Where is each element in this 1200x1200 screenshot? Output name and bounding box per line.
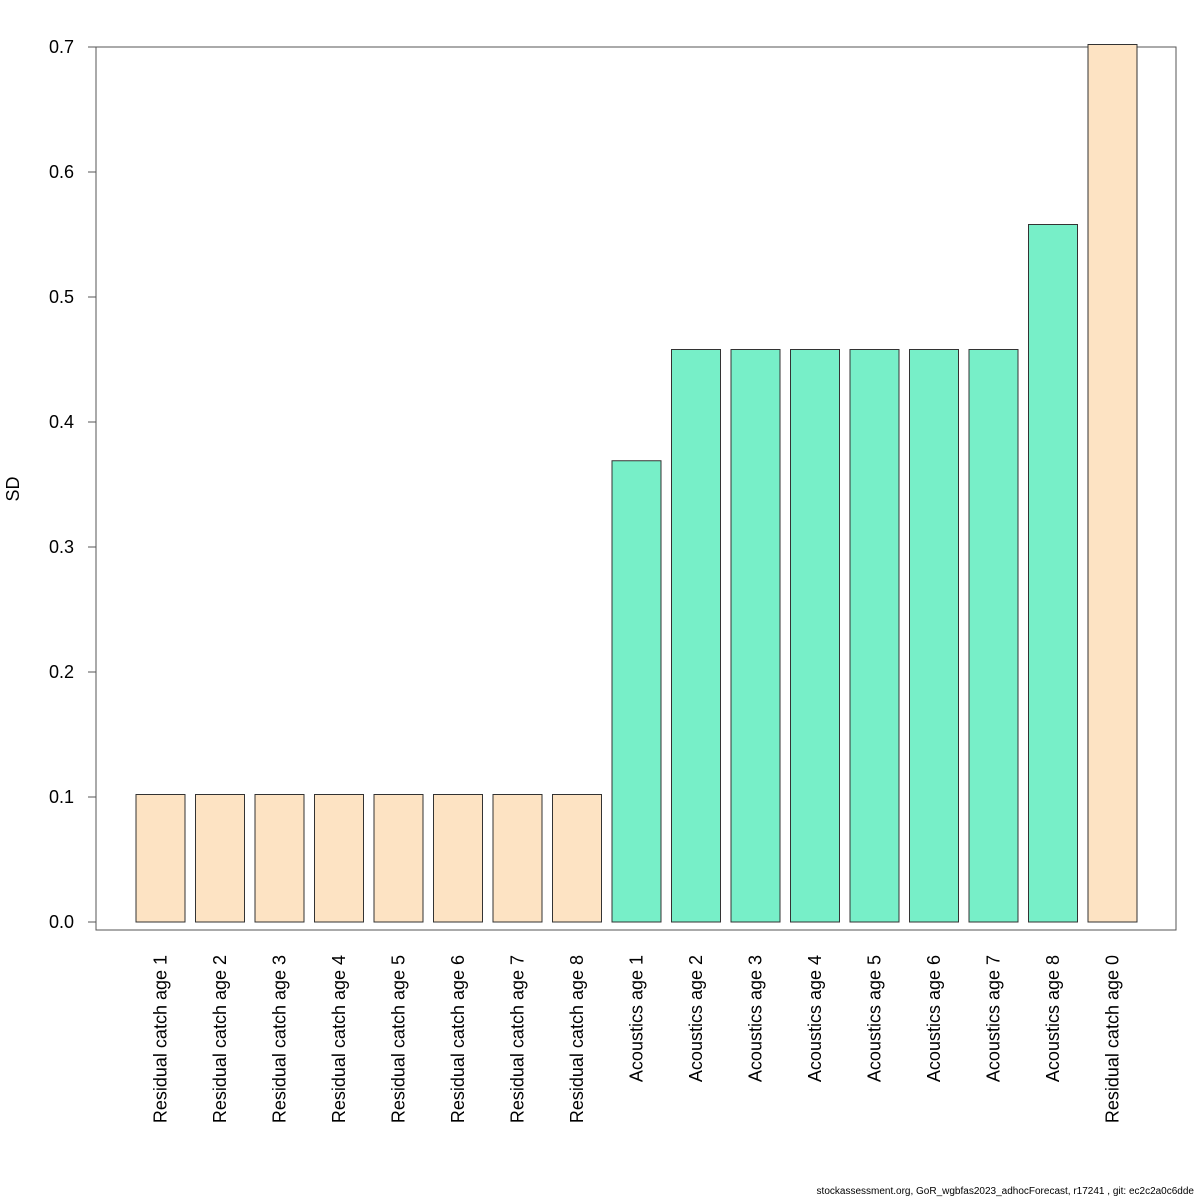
bar-acoustics-age-6 <box>909 349 959 923</box>
bar-acoustics-age-2 <box>671 349 721 923</box>
y-tick-label: 0.7 <box>49 37 74 57</box>
bar-acoustics-age-4 <box>790 349 840 923</box>
x-tick-label: Residual catch age 3 <box>270 955 290 1123</box>
y-tick-label: 0.4 <box>49 412 74 432</box>
bar-residual-catch-age-0 <box>1087 44 1138 923</box>
bar-residual-catch-age-6 <box>433 794 483 923</box>
bar-residual-catch-age-3 <box>254 794 305 923</box>
x-tick-label: Residual catch age 8 <box>567 955 587 1123</box>
bar-acoustics-age-3 <box>730 349 781 923</box>
y-axis: 0.0 0.1 0.2 0.3 0.4 0.5 0.6 0.7 <box>49 37 97 932</box>
bar-acoustics-age-1 <box>611 460 662 923</box>
y-tick-label: 0.0 <box>49 912 74 932</box>
bar-residual-catch-age-4 <box>314 794 364 923</box>
x-tick-label: Acoustics age 3 <box>746 955 766 1082</box>
x-axis-labels: Residual catch age 1 Residual catch age 2… <box>151 955 1123 1123</box>
bar-residual-catch-age-8 <box>552 794 602 923</box>
y-tick-label: 0.1 <box>49 787 74 807</box>
x-tick-label: Residual catch age 6 <box>448 955 468 1123</box>
x-tick-label: Residual catch age 7 <box>508 955 528 1123</box>
y-tick-label: 0.2 <box>49 662 74 682</box>
y-tick-label: 0.3 <box>49 537 74 557</box>
bar-acoustics-age-5 <box>849 349 900 923</box>
bar-residual-catch-age-7 <box>492 794 543 923</box>
footer-credit: stockassessment.org, GoR_wgbfas2023_adho… <box>816 1186 1194 1197</box>
x-tick-label: Acoustics age 5 <box>865 955 885 1082</box>
x-tick-label: Residual catch age 0 <box>1103 955 1123 1123</box>
x-tick-label: Acoustics age 1 <box>627 955 647 1082</box>
x-tick-label: Acoustics age 8 <box>1043 955 1063 1082</box>
bar-residual-catch-age-2 <box>195 794 245 923</box>
bar-acoustics-age-8 <box>1028 224 1078 923</box>
y-axis-label: SD <box>3 476 23 501</box>
x-tick-label: Acoustics age 4 <box>805 955 825 1082</box>
x-tick-label: Residual catch age 1 <box>151 955 171 1123</box>
x-tick-label: Acoustics age 7 <box>984 955 1004 1082</box>
x-tick-label: Acoustics age 6 <box>924 955 944 1082</box>
x-tick-label: Residual catch age 5 <box>389 955 409 1123</box>
x-tick-label: Residual catch age 4 <box>329 955 349 1123</box>
x-tick-label: Residual catch age 2 <box>210 955 230 1123</box>
bar-residual-catch-age-5 <box>373 794 424 923</box>
y-tick-label: 0.5 <box>49 287 74 307</box>
bar-acoustics-age-7 <box>968 349 1019 923</box>
y-tick-label: 0.6 <box>49 162 74 182</box>
bars <box>135 44 1138 923</box>
x-tick-label: Acoustics age 2 <box>686 955 706 1082</box>
bar-residual-catch-age-1 <box>135 794 186 923</box>
